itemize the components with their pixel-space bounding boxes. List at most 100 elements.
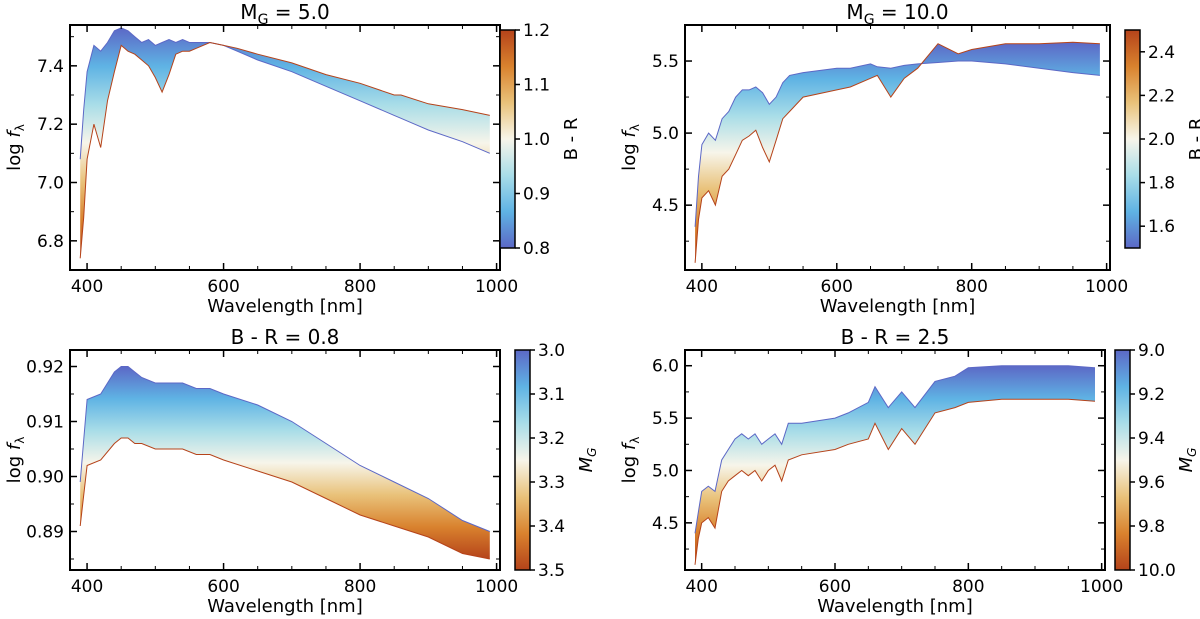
colorbar-label-text: B - R: [1186, 118, 1200, 161]
y-label-subscript: λ: [13, 124, 27, 131]
y-tick-label: 0.92: [26, 358, 64, 378]
x-tick-label: 400: [71, 577, 103, 597]
x-tick-label: 400: [71, 277, 103, 297]
y-tick-label: 7.0: [37, 174, 64, 194]
y-tick-label: 0.90: [26, 468, 64, 488]
x-tick-label: 600: [207, 277, 239, 297]
y-label-text: log: [4, 450, 25, 483]
series-line-0: [79, 366, 490, 532]
chart-panel-p1: 400 600 800 1000 6.8 7.0 7.2 7.4 Wavelength [nm]…: [4, 0, 582, 317]
colorbar-tick-label: 2.2: [1148, 86, 1175, 106]
colorbar-tick-label: 9.4: [1138, 429, 1165, 449]
colorbar-tick-label: 9.0: [1138, 341, 1165, 361]
y-tick-label: 5.5: [652, 52, 679, 72]
colorbar-tick-label: 1.0: [523, 130, 550, 150]
title-subscript: G: [864, 12, 875, 28]
y-tick-label: 5.0: [652, 124, 679, 144]
colorbar: [514, 349, 531, 571]
colorbar-tick-label: 0.9: [523, 185, 550, 205]
x-tick-label: 600: [207, 577, 239, 597]
series-line-1: [694, 41, 1100, 263]
colorbar-label-subscript: G: [585, 448, 599, 457]
x-axis-label: Wavelength [nm]: [207, 296, 363, 317]
y-tick-label: 7.2: [37, 115, 64, 135]
title-text: M: [846, 0, 863, 24]
x-tick-label: 1000: [475, 577, 518, 597]
x-tick-label: 1000: [1080, 577, 1123, 597]
y-axis-label: log fλ: [619, 124, 642, 171]
x-tick-label: 1000: [1085, 277, 1128, 297]
y-label-symbol: f: [619, 441, 640, 450]
title-subscript: G: [258, 12, 269, 28]
y-tick-label: 0.89: [26, 523, 64, 543]
spectrum-band: [695, 42, 1100, 263]
title-rest: = 5.0: [268, 0, 329, 24]
spectrum-band: [80, 27, 490, 259]
spectrum-band: [80, 366, 490, 559]
colorbar-label: MG: [576, 448, 599, 473]
x-tick-label: 600: [821, 277, 853, 297]
colorbar-tick-label: 9.2: [1138, 385, 1165, 405]
colorbar-tick-label: 3.1: [538, 385, 565, 405]
series-line-0: [694, 365, 1096, 534]
axes-frame: [684, 349, 1106, 571]
colorbar-label-text: M: [576, 456, 597, 472]
colorbar-tick-label: 3.4: [538, 517, 565, 537]
chart-panel-p3: 400 600 800 1000 0.89 0.90 0.91 0.92 Wavelength …: [4, 325, 599, 617]
colorbar-tick-label: 1.8: [1148, 174, 1175, 194]
chart-title: B - R = 0.8: [231, 325, 340, 349]
y-label-text: log: [4, 138, 25, 171]
series-line-1: [79, 41, 490, 259]
y-axis-label: log fλ: [619, 437, 642, 484]
colorbar-label-text: B - R: [561, 118, 582, 161]
chart-panel-p4: 400 600 800 1000 4.5 5.0 5.5 6.0 Wavelength [nm]…: [619, 325, 1199, 617]
y-label-subscript: λ: [628, 124, 642, 131]
y-tick-label: 0.91: [26, 413, 64, 433]
series-line-0: [79, 27, 490, 160]
colorbar-tick-label: 3.0: [538, 341, 565, 361]
y-tick-label: 4.5: [652, 196, 679, 216]
chart-title: B - R = 2.5: [841, 325, 950, 349]
colorbar-tick-label: 0.8: [523, 239, 550, 259]
colorbar-tick-label: 9.8: [1138, 517, 1165, 537]
x-tick-label: 400: [686, 277, 718, 297]
title-text: B - R = 0.8: [231, 325, 340, 349]
x-tick-label: 800: [344, 277, 376, 297]
y-label-symbol: f: [4, 129, 25, 138]
y-tick-label: 4.5: [652, 514, 679, 534]
colorbar: [499, 29, 516, 249]
x-tick-label: 800: [344, 577, 376, 597]
colorbar: [1124, 29, 1141, 249]
colorbar-tick-label: 2.4: [1148, 43, 1175, 63]
title-text: B - R = 2.5: [841, 325, 950, 349]
x-tick-label: 800: [952, 577, 984, 597]
title-rest: = 10.0: [875, 0, 949, 24]
colorbar-tick-label: 10.0: [1138, 561, 1176, 581]
y-tick-label: 5.5: [652, 409, 679, 429]
colorbar-label-text: M: [1176, 456, 1197, 472]
colorbar-tick-label: 1.6: [1148, 217, 1175, 237]
colorbar-label-subscript: G: [1185, 448, 1199, 457]
y-label-text: log: [619, 450, 640, 483]
colorbar-tick-label: 2.0: [1148, 130, 1175, 150]
axes-frame: [684, 24, 1111, 271]
y-axis-label: log fλ: [4, 437, 27, 484]
x-axis-label: Wavelength [nm]: [817, 596, 973, 617]
y-label-subscript: λ: [628, 437, 642, 444]
y-label-subscript: λ: [13, 437, 27, 444]
colorbar-tick-label: 1.1: [523, 76, 550, 96]
colorbar-tick-label: 9.6: [1138, 473, 1165, 493]
series-line-0: [694, 60, 1100, 227]
x-tick-label: 600: [819, 577, 851, 597]
y-tick-label: 7.4: [37, 57, 64, 77]
series-line-1: [79, 437, 490, 560]
colorbar-label: B - R: [561, 118, 582, 161]
x-tick-label: 1000: [475, 277, 518, 297]
y-tick-label: 6.0: [652, 357, 679, 377]
x-tick-label: 400: [685, 577, 717, 597]
y-label-symbol: f: [4, 441, 25, 450]
colorbar-tick-label: 1.2: [523, 21, 550, 41]
y-tick-label: 5.0: [652, 461, 679, 481]
title-text: M: [240, 0, 257, 24]
